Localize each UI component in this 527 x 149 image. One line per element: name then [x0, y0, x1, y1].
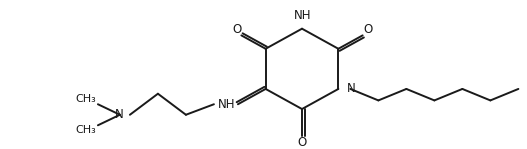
Text: O: O	[233, 23, 242, 36]
Text: O: O	[297, 136, 307, 149]
Text: NH: NH	[294, 9, 312, 22]
Text: N: N	[115, 108, 124, 121]
Text: O: O	[363, 23, 372, 36]
Text: N: N	[347, 82, 356, 96]
Text: CH₃: CH₃	[75, 125, 96, 135]
Text: NH: NH	[218, 98, 235, 111]
Text: CH₃: CH₃	[75, 94, 96, 104]
